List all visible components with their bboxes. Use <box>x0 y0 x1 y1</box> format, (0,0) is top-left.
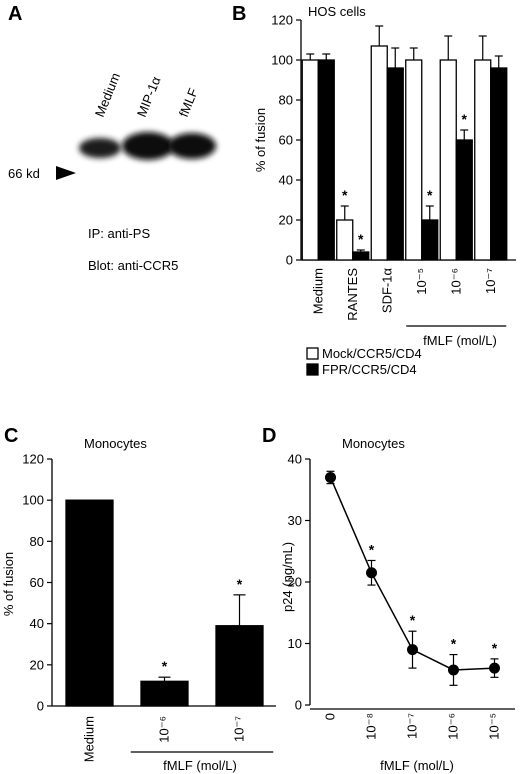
x-category-label-b: 10⁻⁶ <box>448 268 463 295</box>
y-tick-label-b: 40 <box>279 173 293 188</box>
blot-label: Blot: anti-CCR5 <box>88 258 178 273</box>
x-category-label-d: 10⁻⁶ <box>446 713 461 740</box>
x-category-label-d: 10⁻⁷ <box>405 713 420 739</box>
panel-letter-b: B <box>232 3 246 25</box>
y-tick-label-d: 10 <box>288 636 302 651</box>
significance-star-d: * <box>410 612 416 628</box>
x-axis-title-b: fMLF (mol/L) <box>423 333 497 348</box>
ip-label: IP: anti-PS <box>88 226 150 241</box>
y-tick-label-c: 60 <box>30 575 44 590</box>
significance-star-b: * <box>358 231 364 247</box>
y-tick-label-b: 100 <box>271 53 293 68</box>
y-tick-label-c: 100 <box>22 493 44 508</box>
marker-label: 66 kd <box>8 166 40 181</box>
x-category-label-b: SDF-1α <box>379 268 394 314</box>
blot-band-medium <box>79 138 121 158</box>
x-category-label-c: 10⁻⁷ <box>232 716 247 742</box>
y-tick-label-c: 40 <box>30 616 44 631</box>
significance-star-b: * <box>342 187 348 203</box>
x-axis-title-d: fMLF (mol/L) <box>380 758 454 773</box>
y-tick-label-c: 80 <box>30 534 44 549</box>
x-category-label-c: Medium <box>82 716 97 762</box>
bar-b-mock <box>439 59 457 261</box>
legend-label-mock: Mock/CCR5/CD4 <box>322 346 422 361</box>
y-tick-label-c: 120 <box>22 452 44 467</box>
lane-label-fmlf: fMLF <box>176 86 201 119</box>
bar-c-s0 <box>215 625 264 707</box>
x-category-label-c: 10⁻⁶ <box>157 716 172 743</box>
x-category-label-d: 10⁻⁵ <box>487 713 502 740</box>
x-axis-title-c: fMLF (mol/L) <box>163 758 237 773</box>
marker-arrowhead <box>56 166 76 180</box>
x-category-label-b: RANTES <box>345 268 360 321</box>
significance-star-b: * <box>462 111 468 127</box>
data-point-d <box>489 662 500 674</box>
significance-star-c: * <box>237 576 243 592</box>
y-axis-title-c: % of fusion <box>1 552 16 616</box>
chart-title-d: Monocytes <box>342 436 405 451</box>
significance-star-d: * <box>451 636 457 652</box>
panel-letter-c: C <box>4 425 18 447</box>
bar-b-mock <box>405 59 423 261</box>
y-axis-title-b: % of fusion <box>253 108 268 172</box>
bar-b-fpr <box>352 251 370 261</box>
data-point-d <box>325 471 336 483</box>
panel-letter-a: A <box>8 3 22 25</box>
y-tick-label-b: 0 <box>286 253 293 268</box>
panel-b: B HOS cells % of fusion fMLF (mol/L) Moc… <box>232 3 516 377</box>
y-tick-label-b: 120 <box>271 13 293 28</box>
lane-label-medium: Medium <box>92 71 123 120</box>
bar-b-fpr <box>421 219 439 261</box>
bar-b-mock <box>474 59 492 261</box>
y-tick-label-b: 60 <box>279 133 293 148</box>
y-tick-label-b: 80 <box>279 93 293 108</box>
y-tick-label-d: 20 <box>288 575 302 590</box>
x-category-label-d: 10⁻⁸ <box>364 713 379 740</box>
blot-band-fmlf <box>168 133 216 159</box>
data-point-d <box>407 644 418 656</box>
bar-c-s0 <box>65 499 114 707</box>
y-tick-label-c: 20 <box>30 657 44 672</box>
chart-title-b: HOS cells <box>308 4 366 19</box>
y-tick-label-c: 0 <box>37 699 44 714</box>
legend-label-fpr: FPR/CCR5/CD4 <box>322 362 417 377</box>
bar-b-fpr <box>490 67 508 261</box>
significance-star-c: * <box>162 658 168 674</box>
x-category-label-b: 10⁻⁵ <box>414 268 429 295</box>
y-tick-label-b: 20 <box>279 213 293 228</box>
y-tick-label-d: 30 <box>288 513 302 528</box>
bar-b-mock <box>336 219 354 261</box>
significance-star-d: * <box>369 541 375 557</box>
panel-d: D Monocytes p24 (ng/mL) fMLF (mol/L) 0 10… <box>262 425 515 773</box>
lane-label-mip1a: MIP-1α <box>134 74 164 119</box>
chart-title-c: Monocytes <box>84 436 147 451</box>
bar-b-mock <box>370 45 388 261</box>
significance-star-b: * <box>427 187 433 203</box>
x-category-label-b: 10⁻⁷ <box>483 268 498 294</box>
bar-b-fpr <box>317 59 335 261</box>
bar-b-fpr <box>455 139 473 261</box>
panel-letter-d: D <box>262 425 276 447</box>
bar-b-fpr <box>386 67 404 261</box>
panel-c: C Monocytes % of fusion fMLF (mol/L) 0 20… <box>1 425 276 773</box>
y-tick-label-d: 0 <box>295 698 302 713</box>
legend-swatch-fpr <box>306 363 319 376</box>
y-axis-title-d: p24 (ng/mL) <box>280 542 295 612</box>
bar-b-mock <box>301 59 319 261</box>
significance-star-d: * <box>492 640 498 656</box>
x-category-label-b: Medium <box>310 268 325 314</box>
legend-swatch-mock <box>306 347 319 360</box>
bar-c-s0 <box>140 680 189 707</box>
y-tick-label-d: 40 <box>288 452 302 467</box>
x-category-label-d: 0 <box>323 713 338 720</box>
blot-band-mip1a <box>122 132 174 160</box>
data-point-d <box>366 567 377 579</box>
data-point-d <box>448 664 459 676</box>
legend-b: Mock/CCR5/CD4 FPR/CCR5/CD4 <box>306 346 422 377</box>
panel-a: A Medium MIP-1α fMLF 66 kd IP: anti-PS B… <box>8 3 216 273</box>
